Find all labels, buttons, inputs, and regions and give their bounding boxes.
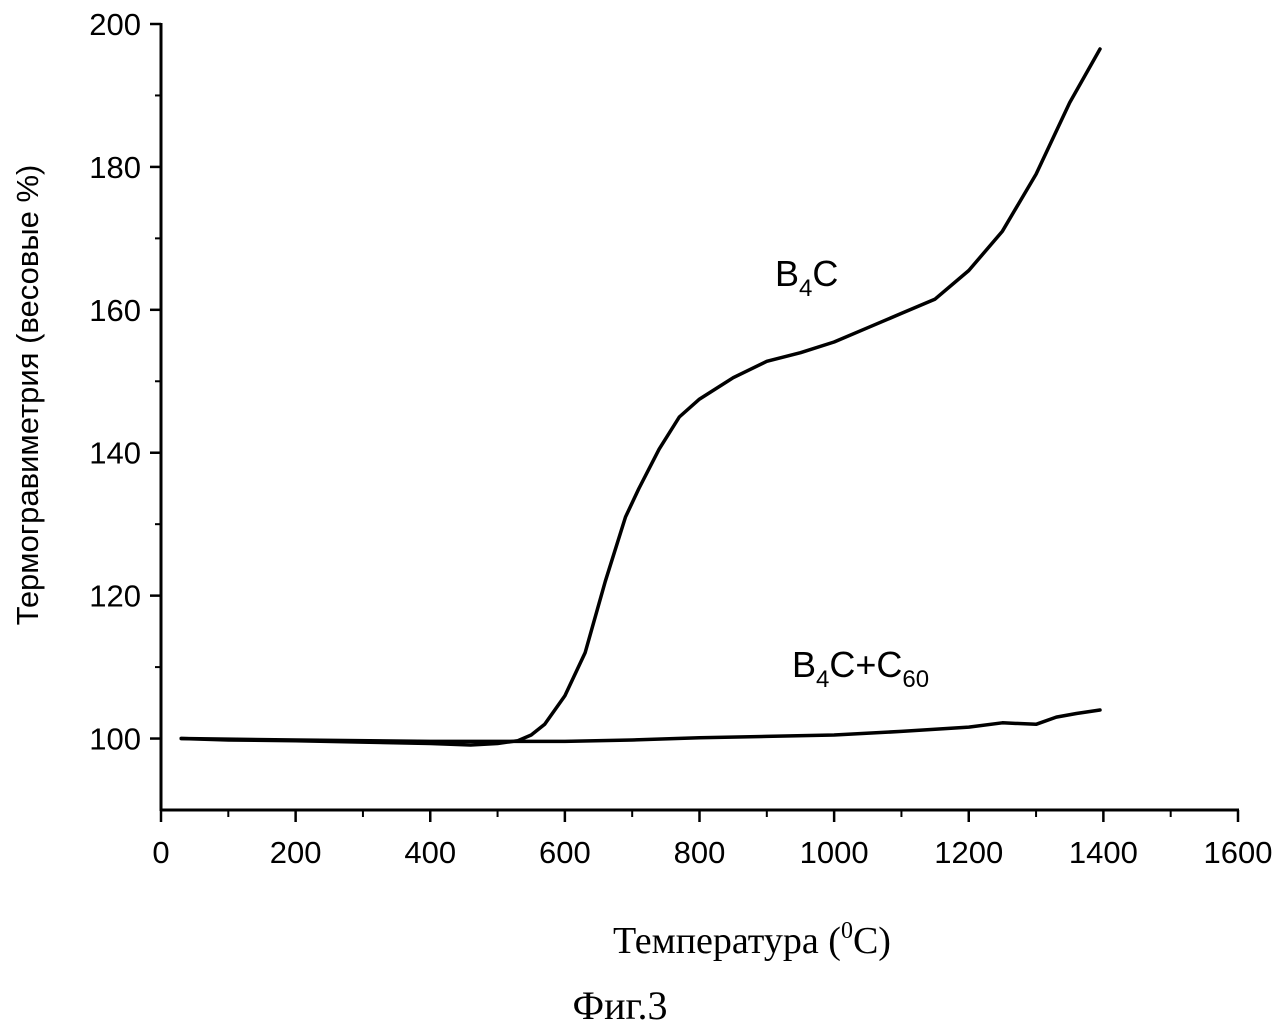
x-tick-label: 600 — [539, 835, 591, 870]
axes — [161, 23, 1239, 811]
series-lines — [181, 49, 1100, 745]
x-axis-title: Температура (0C) — [613, 918, 891, 962]
x-axis-title-prefix: Температура ( — [613, 920, 841, 962]
y-tick-label: 160 — [89, 293, 141, 328]
series-label-b4c-c60-mid: C+C — [829, 644, 902, 685]
x-tick-label: 1600 — [1204, 835, 1273, 870]
x-axis-title-suffix: C) — [853, 920, 891, 962]
y-tick-label: 120 — [89, 579, 141, 614]
x-axis-title-sup: 0 — [841, 918, 853, 944]
x-tick-label: 800 — [674, 835, 726, 870]
series-label-b4c-base: B — [775, 253, 799, 294]
y-tick-label: 140 — [89, 436, 141, 471]
x-tick-label: 200 — [270, 835, 322, 870]
series-line-b4c-c60 — [181, 710, 1100, 741]
y-tick-label: 100 — [89, 722, 141, 757]
series-label-b4c: B4C — [775, 253, 838, 302]
x-tick-label: 1200 — [934, 835, 1003, 870]
series-label-b4c-c60: B4C+C60 — [792, 644, 929, 693]
x-tick-label: 1400 — [1069, 835, 1138, 870]
series-label-b4c-c60-sub1: 4 — [816, 666, 829, 693]
series-label-b4c-c60-sub2: 60 — [902, 666, 929, 693]
y-tick-label: 200 — [89, 7, 141, 42]
series-label-b4c-mid: C — [812, 253, 838, 294]
series-label-b4c-c60-base: B — [792, 644, 816, 685]
series-label-b4c-sub: 4 — [799, 275, 812, 302]
figure-caption: Фиг.3 — [573, 983, 668, 1028]
series-line-b4c — [181, 49, 1100, 745]
y-axis-title: Термогравиметрия (весовые %) — [10, 165, 45, 626]
x-tick-label: 400 — [404, 835, 456, 870]
y-tick-label: 180 — [89, 150, 141, 185]
x-tick-label: 0 — [152, 835, 169, 870]
x-tick-label: 1000 — [800, 835, 869, 870]
